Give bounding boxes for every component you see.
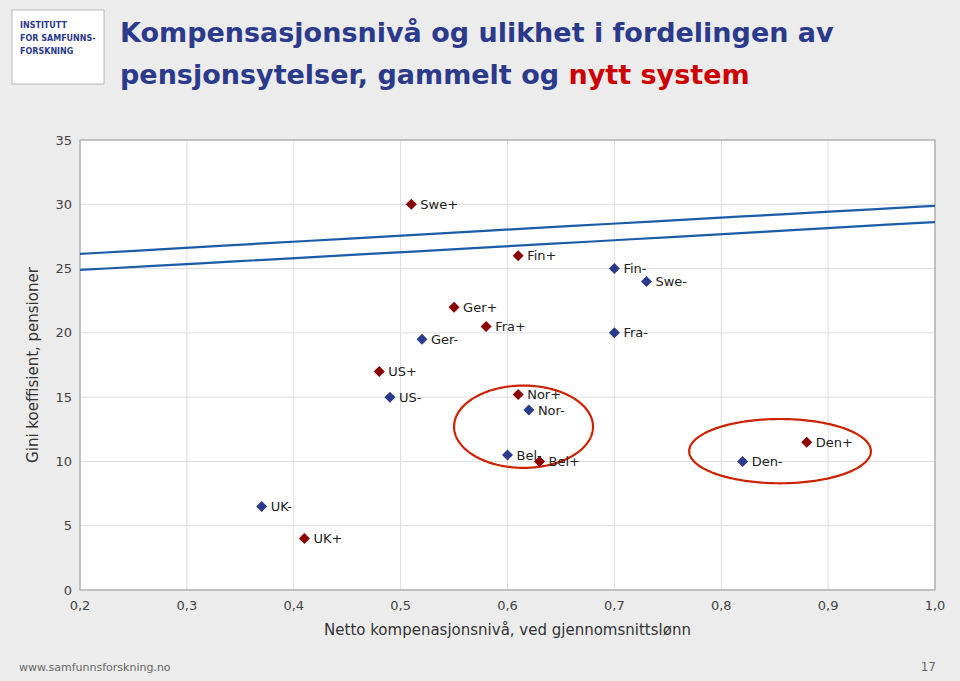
point-label: UK+ [313,531,342,546]
x-tick-label: 0,8 [711,598,732,613]
grid-line-x [507,140,508,590]
grid-line-x [828,140,829,590]
x-tick-label: 0,9 [818,598,839,613]
logo-text: INSTITUTT [20,21,67,30]
point [523,405,534,416]
point-label: Fin+ [527,248,556,263]
axes: 0,2 0,3 0,4 0,5 0,6 0,7 0,8 0,9 1,0 0 5 10 15 20 25 30 3… [55,133,945,614]
point-label: Den- [752,454,783,469]
logo: INSTITUTT FOR SAMFUNNS- FORSKNING [12,10,104,84]
grid-line-x [721,140,722,590]
grid-line-y [80,268,935,269]
point [299,533,310,544]
point [406,199,417,210]
y-tick-label: 25 [55,261,72,276]
y-tick-label: 20 [55,325,72,340]
x-tick-label: 0,6 [497,598,518,613]
title: Kompensasjonsnivå og ulikhet i fordeling… [120,17,834,48]
point-label: Fin- [623,261,646,276]
point [801,437,812,448]
point [502,450,513,461]
y-tick-label: 15 [55,390,72,405]
grid [80,140,935,590]
x-tick-label: 0,5 [390,598,411,613]
grid-line-x [293,140,294,590]
grid-line-y [80,461,935,462]
logo-text: FORSKNING [20,47,73,56]
point [609,263,620,274]
plot-area [80,140,935,590]
point-label: Den+ [816,435,853,450]
point-label: Ger+ [463,300,497,315]
x-tick-label: 0,7 [604,598,625,613]
grid-line-y [80,525,935,526]
y-tick-label: 30 [55,197,72,212]
point-label: UK- [271,499,293,514]
grid-line-y [80,204,935,205]
point-label: Swe+ [420,197,458,212]
point-label: Nor+ [527,387,561,402]
point-label: Fra- [623,325,648,340]
grid-line-x [186,140,187,590]
footer-right: 17 [921,660,936,674]
ellipse [80,142,935,331]
point [513,389,524,400]
point-label: Swe- [655,274,687,289]
point-labels: Swe+ Fin+ Fin- Swe- Ger+ Fra+ Ger- Fra- US+ US- No… [271,197,853,546]
x-tick-label: 0,4 [283,598,304,613]
marks [80,142,935,544]
point [481,321,492,332]
point-label: Bel+ [549,454,580,469]
point-label: US- [399,390,422,405]
logo-box [12,10,104,84]
point [374,366,385,377]
y-tick-label: 5 [64,518,72,533]
x-tick-label: 0,3 [177,598,198,613]
logo-text: FOR SAMFUNNS- [20,34,96,43]
point [737,456,748,467]
point-label: Nor- [538,403,565,418]
footer-left: www.samfunnsforskning.no [19,661,171,674]
y-axis-label: Gini koeffisient, pensioner [24,266,42,463]
y-tick-label: 35 [55,133,72,148]
x-axis-label: Netto kompenasjonsnivå, ved gjennomsnitt… [324,621,691,639]
y-tick-label: 0 [64,583,72,598]
point [417,334,428,345]
point [609,327,620,338]
point-label: Fra+ [495,319,526,334]
point [449,302,460,313]
x-tick-label: 1,0 [925,598,946,613]
x-tick-label: 0,2 [70,598,91,613]
point [384,392,395,403]
point-label: Bel- [517,448,543,463]
point-label: Ger- [431,332,459,347]
grid-line-y [80,397,935,398]
background [0,0,960,681]
chart: INSTITUTT FOR SAMFUNNS- FORSKNING Kompensas… [0,0,960,681]
subtitle-highlight: nytt system [568,59,749,90]
point-label: US+ [388,364,417,379]
subtitle-line: pensjonsytelser, gammelt og nytt system [120,59,750,90]
ellipse [689,419,871,483]
point [513,250,524,261]
subtitle: pensjonsytelser, gammelt og [120,59,568,90]
y-tick-label: 10 [55,454,72,469]
point [641,276,652,287]
plot-frame [80,140,935,590]
grid-line-x [614,140,615,590]
point [256,501,267,512]
